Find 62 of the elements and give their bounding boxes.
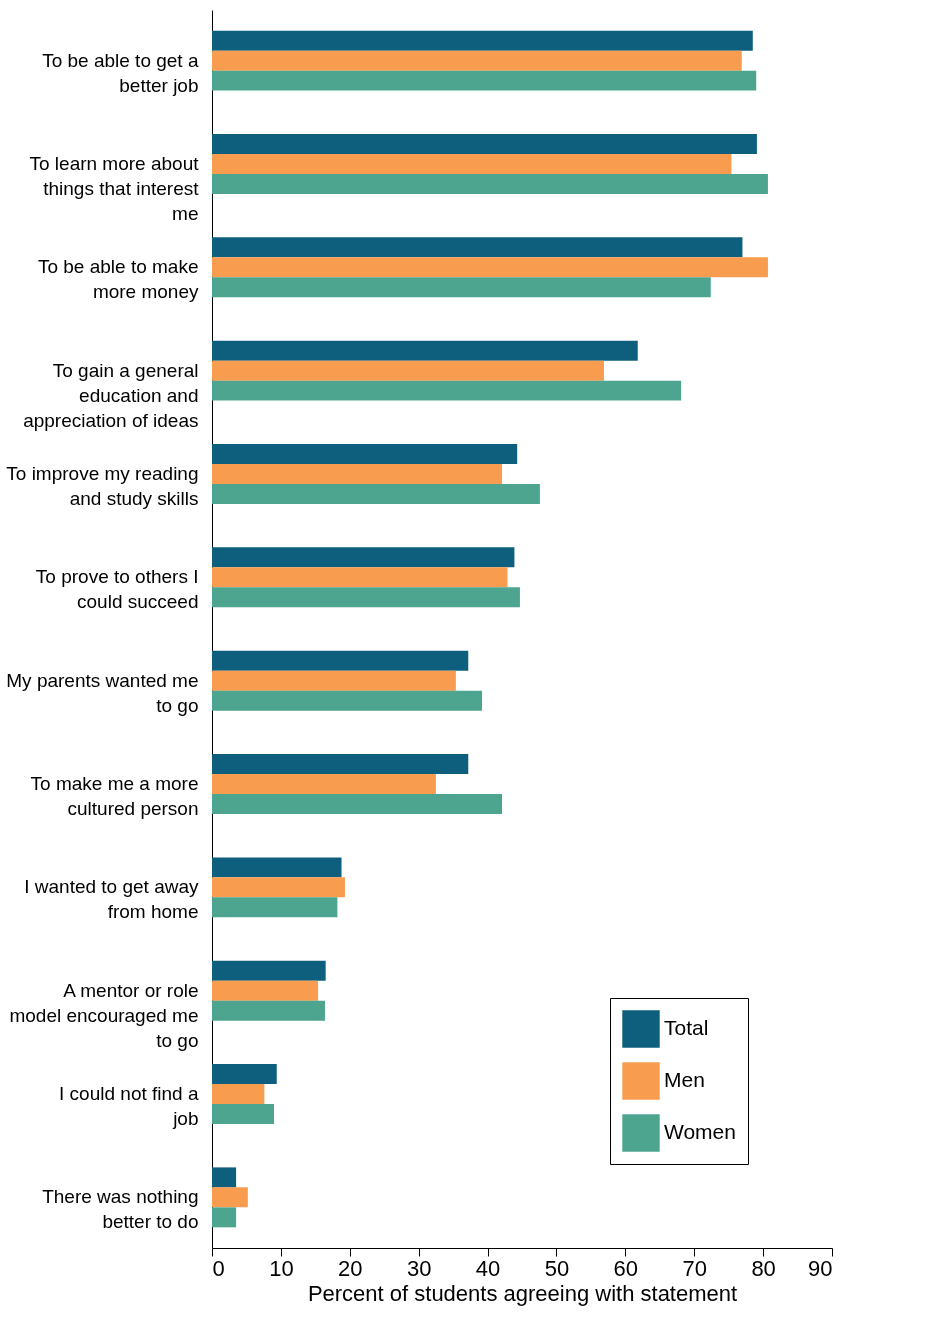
bar — [212, 1084, 265, 1105]
y-tick-label: To improve my reading and study skills — [6, 462, 199, 509]
bar — [212, 794, 503, 814]
bar — [212, 754, 469, 775]
bar — [212, 960, 326, 981]
x-tick-label: 30 — [406, 1255, 432, 1281]
bar — [212, 1104, 274, 1124]
bar — [212, 1000, 325, 1021]
x-tick-label: 60 — [613, 1255, 639, 1281]
legend-label: Total — [664, 1016, 709, 1039]
x-tick-label: 80 — [751, 1255, 776, 1281]
bar — [212, 360, 604, 381]
bar — [212, 380, 682, 401]
bar — [212, 1064, 277, 1085]
bar — [212, 1167, 237, 1188]
bar — [212, 70, 757, 91]
y-tick-label: A mentor or role model encouraged me to go — [9, 979, 199, 1051]
bar — [212, 980, 319, 1001]
bar — [212, 464, 503, 484]
legend-label: Women — [664, 1120, 736, 1143]
bar — [212, 650, 469, 671]
y-tick-label: My parents wanted me to go — [6, 669, 199, 716]
y-tick-label: To be able to make more money — [37, 256, 199, 303]
bar — [212, 257, 768, 278]
bar — [212, 340, 638, 361]
bar — [212, 857, 342, 878]
x-tick-label: 70 — [682, 1255, 707, 1281]
bar — [212, 50, 742, 71]
x-tick-label: 50 — [544, 1255, 570, 1281]
x-tick-label: 90 — [808, 1255, 833, 1281]
bar — [212, 134, 757, 154]
bar — [212, 277, 711, 298]
x-tick-label: 10 — [269, 1255, 294, 1281]
x-tick-label: 20 — [338, 1255, 363, 1281]
bar — [212, 30, 753, 51]
bar — [212, 444, 518, 464]
x-tick-label: 0 — [212, 1255, 225, 1281]
y-tick-label: I could not find a job — [59, 1083, 199, 1130]
bar — [212, 774, 436, 794]
bar — [212, 1207, 237, 1228]
bar — [212, 547, 515, 568]
y-tick-label: There was nothing better to do — [42, 1186, 199, 1233]
bar — [212, 567, 508, 588]
y-tick-label: To prove to others I could succeed — [35, 566, 199, 613]
y-tick-label: To gain a general education and appreciation of ideas — [23, 359, 199, 431]
bar — [212, 237, 743, 258]
y-tick-label: To make me a more cultured person — [30, 773, 199, 820]
bar — [212, 670, 456, 691]
bar — [212, 153, 732, 174]
x-tick-label: 40 — [475, 1255, 501, 1281]
bar — [212, 897, 338, 918]
y-tick-label: To be able to get a better job — [42, 49, 199, 96]
bar — [212, 483, 540, 504]
y-tick-label: I wanted to get away from home — [24, 876, 199, 923]
y-tick-label: To learn more about things that interest me — [29, 152, 200, 224]
bar — [212, 173, 768, 194]
bar — [212, 1187, 248, 1208]
x-axis-title: Percent of students agreeing with statement — [307, 1280, 738, 1306]
bar — [212, 690, 483, 711]
bar — [212, 877, 345, 898]
bar — [212, 587, 520, 608]
legend-label: Men — [664, 1068, 705, 1091]
